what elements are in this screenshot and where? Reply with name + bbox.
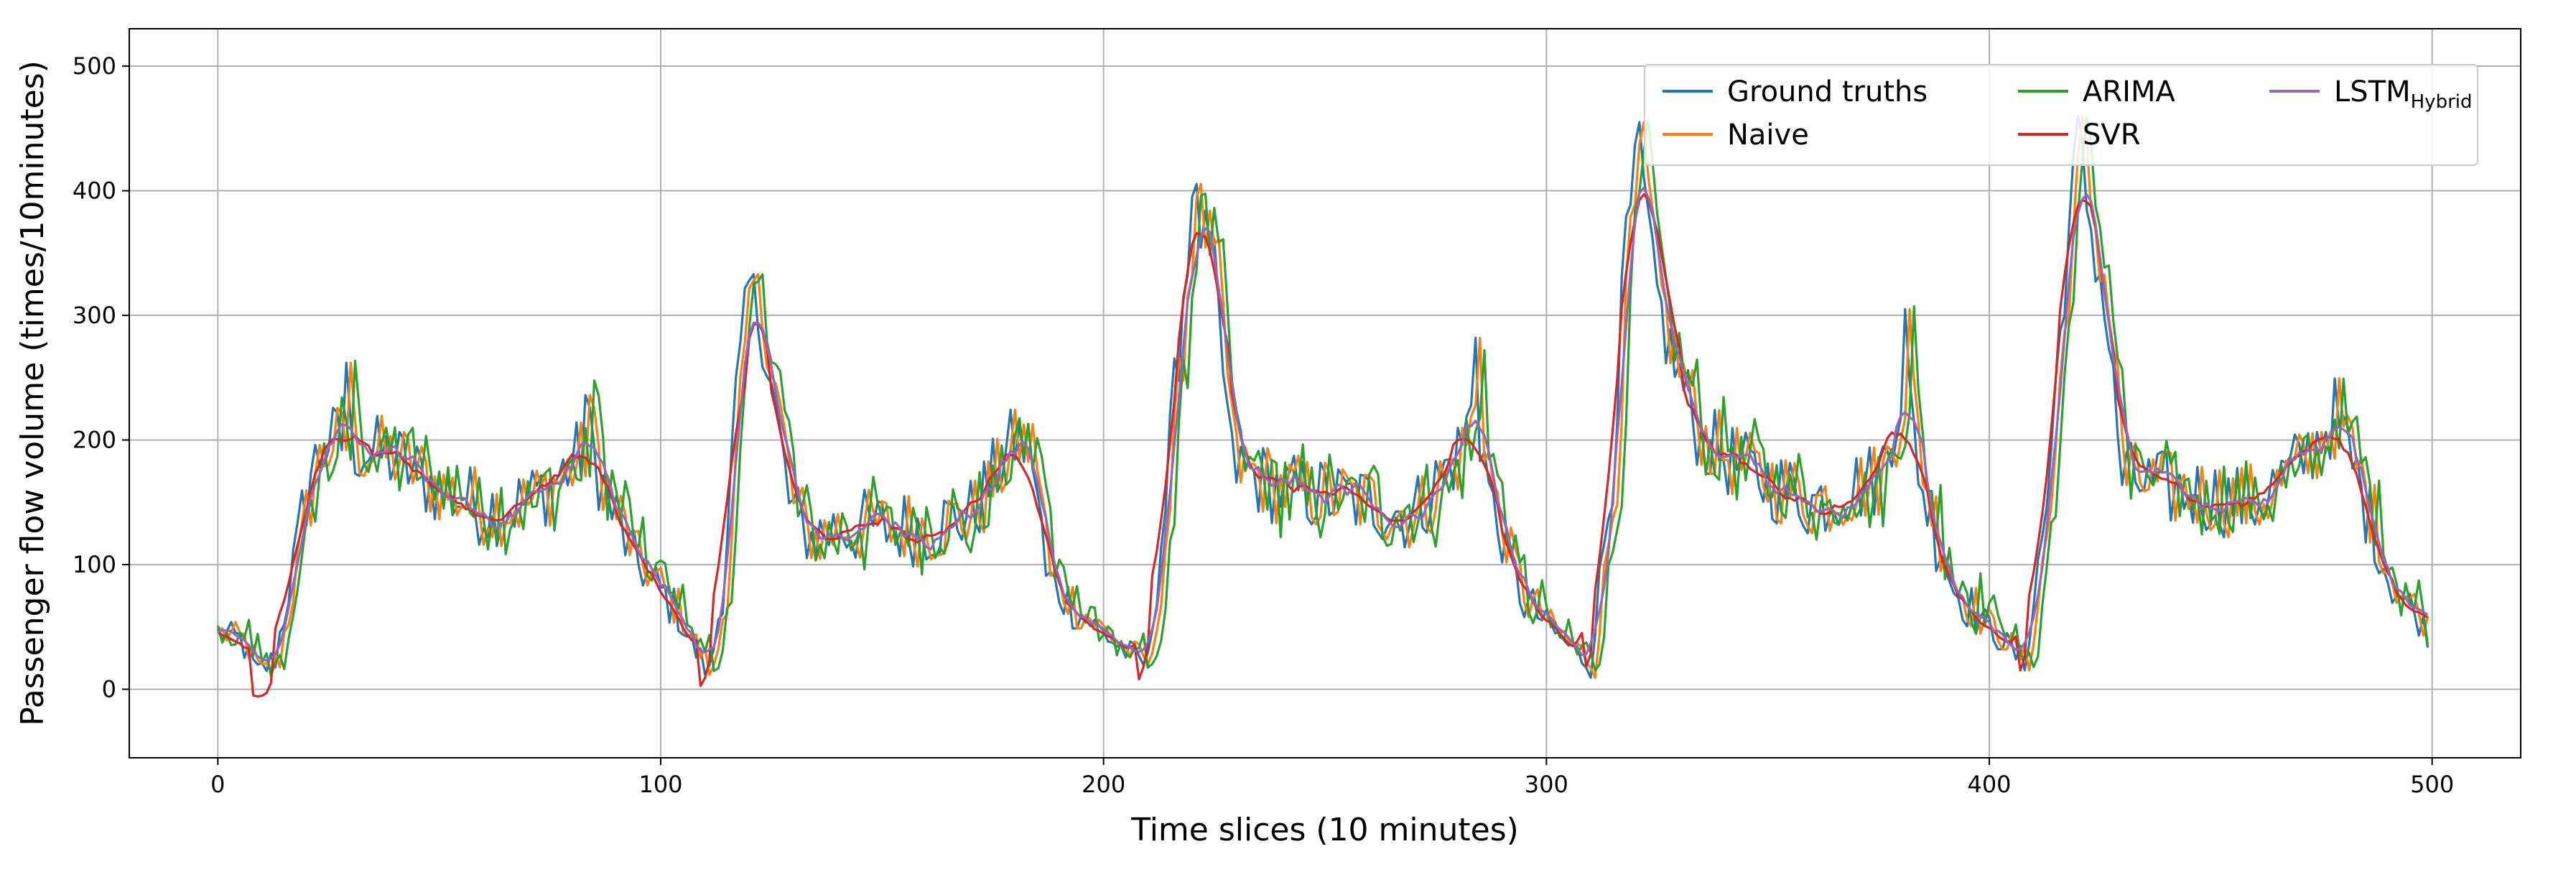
series-line-svr: [217, 193, 2429, 698]
legend-label: SVR: [2083, 119, 2141, 152]
y-tick-label: 0: [102, 676, 116, 703]
y-tick-label: 300: [73, 302, 116, 329]
legend-label: ARIMA: [2083, 75, 2175, 108]
x-tick-label: 500: [2410, 771, 2454, 798]
x-axis-label: Time slices (10 minutes): [1130, 812, 1519, 848]
x-tick-label: 200: [1082, 771, 1125, 798]
x-tick-label: 0: [210, 771, 225, 798]
plot-frame: [129, 28, 2521, 759]
x-tick-label: 400: [1967, 771, 2011, 798]
legend-label: Ground truths: [1727, 75, 1928, 108]
axis-ticks: 0 100 200 300 400 500 0 100 200 300 400 500: [73, 52, 2454, 798]
grid-lines: [129, 29, 2521, 758]
series-line-arima: [216, 116, 2429, 677]
x-tick-label: 100: [638, 771, 682, 798]
legend-label: Naive: [1727, 119, 1809, 152]
series-lines: [216, 114, 2429, 698]
y-tick-label: 500: [73, 52, 116, 80]
y-axis-label: Passenger flow volume (times/10minutes): [14, 60, 51, 726]
series-line-lstm: [217, 186, 2429, 662]
y-tick-label: 400: [73, 177, 116, 205]
y-tick-label: 200: [73, 427, 116, 454]
x-tick-label: 300: [1525, 771, 1568, 798]
y-tick-label: 100: [73, 551, 116, 578]
